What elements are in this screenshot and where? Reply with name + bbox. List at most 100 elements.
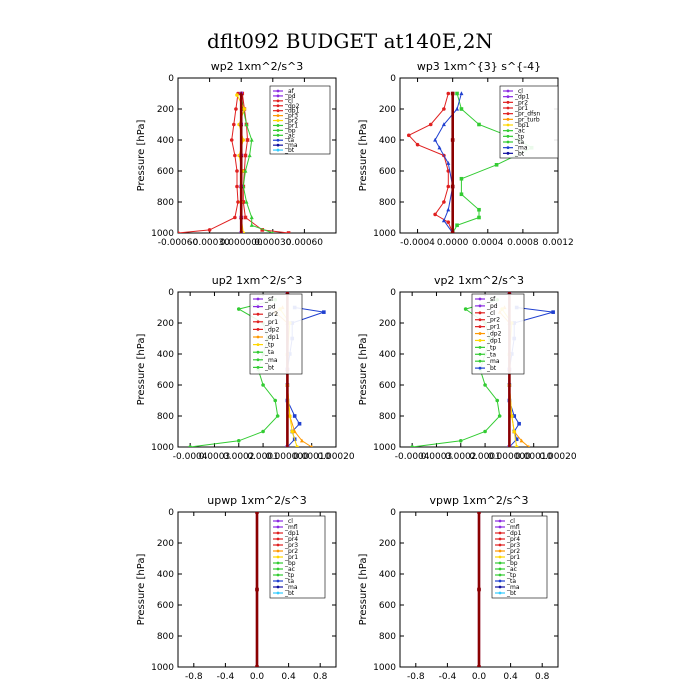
- x-tick-label: 0.0000: [437, 238, 469, 248]
- legend-marker: [506, 106, 510, 110]
- data-point: [428, 122, 433, 127]
- legend-entry: _tp: [514, 133, 524, 140]
- data-point: [477, 587, 481, 592]
- legend-entry: _tp: [506, 572, 516, 579]
- legend-marker: [478, 345, 482, 349]
- plot-frame: [177, 291, 337, 448]
- legend-marker: [256, 320, 260, 324]
- data-point: [239, 215, 244, 220]
- legend-entry: _af: [284, 88, 295, 95]
- data-point: [517, 421, 521, 426]
- data-point: [446, 91, 451, 96]
- legend-entry: _ma: [514, 145, 528, 152]
- data-point: [236, 200, 240, 204]
- data-point: [242, 107, 247, 111]
- x-tick-label: 0.0001: [469, 452, 501, 462]
- x-tick-label: 0.000000: [220, 238, 263, 248]
- legend-marker: [256, 366, 260, 369]
- legend-entry: _bt: [506, 590, 517, 597]
- series-line-red: [407, 93, 454, 233]
- legend-marker: [506, 140, 510, 144]
- legend-entry: _ma: [284, 584, 298, 591]
- legend-marker: [276, 94, 280, 98]
- legend-marker: [498, 525, 502, 529]
- legend-marker: [276, 555, 280, 559]
- legend-entry: _dp2: [486, 331, 502, 338]
- data-point: [207, 228, 212, 232]
- y-tick-label: 800: [157, 632, 174, 642]
- legend-entry: _cl: [506, 518, 515, 525]
- legend-entry: _bp: [284, 127, 296, 134]
- y-tick-label: 0: [390, 288, 396, 298]
- legend-marker: [276, 114, 280, 118]
- legend-marker: [256, 343, 260, 346]
- legend-marker: [506, 129, 510, 133]
- legend-marker: [498, 567, 502, 571]
- plot-frame: [177, 77, 337, 234]
- x-tick-label: 0.8: [313, 672, 328, 682]
- data-point: [288, 414, 292, 418]
- x-tick-label: -0.0004: [173, 452, 208, 462]
- legend-marker: [276, 89, 280, 93]
- legend-entry: _ta: [514, 139, 524, 146]
- y-axis-label: Pressure [hPa]: [136, 334, 147, 406]
- legend-entry: _pr3: [506, 542, 520, 549]
- x-tick-label: 0.4: [281, 672, 296, 682]
- data-point: [446, 184, 451, 189]
- plot-area: [255, 512, 259, 667]
- data-point: [459, 192, 464, 197]
- x-tick-label: 0.0: [472, 672, 487, 682]
- y-tick-label: 600: [157, 381, 174, 391]
- data-point: [477, 512, 481, 514]
- panel-title: upwp 1xm^2/s^3: [207, 494, 307, 507]
- x-tick-label: 0.0003: [421, 452, 453, 462]
- legend-entry: _tp: [264, 342, 274, 349]
- legend-marker: [478, 325, 482, 329]
- y-tick-label: 0: [168, 288, 174, 298]
- legend-marker: [276, 549, 280, 553]
- data-point: [477, 207, 481, 212]
- legend: _af_pd_cl_dp2_dp1_pr3_pr2_pr1_bp_ac_ta_m…: [269, 85, 331, 155]
- legend-marker: [506, 151, 510, 155]
- data-point: [459, 107, 464, 111]
- data-point: [235, 169, 239, 173]
- y-tick-label: 1000: [151, 229, 174, 239]
- panel-1: wp3 1xm^{3} s^{-4} 0 200 400 600 800 1000 -0.00…: [358, 60, 574, 248]
- legend-entry: _ta: [284, 137, 294, 144]
- legend-entry: _bt: [264, 364, 275, 371]
- legend-marker: [276, 567, 280, 571]
- legend-marker: [256, 305, 260, 308]
- legend-marker: [256, 328, 260, 331]
- data-point: [433, 137, 438, 142]
- legend-box: [499, 85, 559, 159]
- legend-marker: [506, 146, 510, 150]
- x-tick-label: -0.4: [217, 672, 235, 682]
- data-point: [249, 215, 254, 220]
- data-point: [446, 207, 451, 212]
- data-point: [497, 414, 502, 418]
- x-tick-label: 0.00030: [254, 238, 291, 248]
- series-line-blue: [434, 93, 462, 233]
- legend-marker: [506, 89, 510, 93]
- x-tick-label: 0.000000: [266, 452, 309, 462]
- data-point: [247, 153, 252, 158]
- x-tick-label: -0.8: [407, 672, 425, 682]
- legend-marker: [498, 585, 502, 589]
- legend-marker: [478, 297, 482, 301]
- data-point: [299, 438, 304, 443]
- data-point: [235, 93, 239, 97]
- x-tick-label: 0.00010: [515, 452, 552, 462]
- legend: _cl_mfl_dp1_pr4_pr3_pr2_pr1_bp_ac_tp_ta_…: [269, 515, 326, 599]
- legend-entry: _dp1: [486, 337, 502, 344]
- data-point: [233, 215, 237, 220]
- x-tick-label: -0.8: [185, 672, 203, 682]
- x-tick-label: -0.00060: [158, 238, 199, 248]
- data-point: [255, 665, 259, 667]
- legend-marker: [478, 332, 482, 335]
- y-tick-label: 600: [157, 601, 174, 611]
- legend-marker: [478, 359, 482, 363]
- y-tick-label: 400: [379, 136, 396, 146]
- data-point: [286, 444, 289, 447]
- data-point: [512, 414, 517, 418]
- legend-marker: [506, 112, 510, 116]
